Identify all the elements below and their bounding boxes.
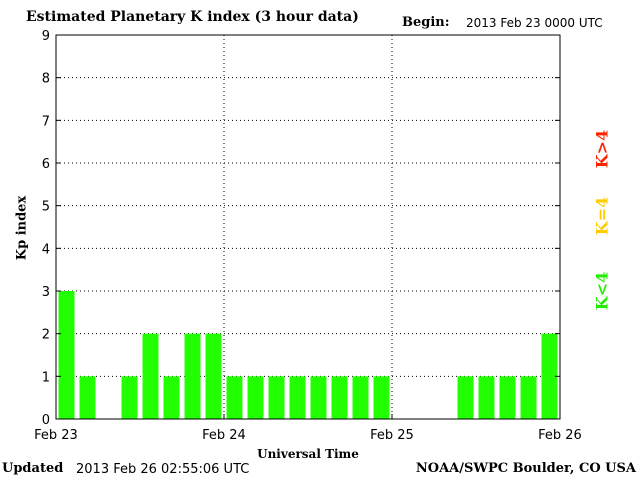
x-axis-label: Universal Time xyxy=(257,447,359,461)
kp-bar xyxy=(121,376,138,419)
legend-k-less-4: K<4 xyxy=(592,271,612,311)
x-tick-label: Feb 25 xyxy=(370,428,414,443)
y-tick-label: 3 xyxy=(42,285,50,300)
chart-title: Estimated Planetary K index (3 hour data… xyxy=(26,9,359,25)
kp-bar xyxy=(373,376,390,419)
kp-bar xyxy=(142,333,159,419)
kp-bar xyxy=(499,376,516,419)
kp-bar xyxy=(268,376,285,419)
y-tick-label: 7 xyxy=(42,114,50,129)
kp-bar xyxy=(58,291,75,419)
y-tick-label: 4 xyxy=(42,242,50,257)
x-tick-label: Feb 23 xyxy=(34,428,78,443)
kp-bars xyxy=(58,291,558,419)
plot-frame xyxy=(55,34,561,420)
kp-bar xyxy=(520,376,537,419)
y-tick-label: 8 xyxy=(42,72,50,87)
y-tick-label: 2 xyxy=(42,328,50,343)
y-tick-label: 1 xyxy=(42,370,50,385)
x-tick-label: Feb 24 xyxy=(202,428,246,443)
legend-k-equal-4: K=4 xyxy=(592,196,612,236)
kp-bar xyxy=(310,376,327,419)
begin-value: 2013 Feb 23 0000 UTC xyxy=(466,16,603,30)
kp-bar xyxy=(247,376,264,419)
kp-bar xyxy=(226,376,243,419)
axis-ticks: 0 1 2 3 4 5 6 7 8 9 Feb 23 Feb 24 Feb 25 Feb 26 xyxy=(34,29,582,443)
kp-bar xyxy=(184,333,201,419)
kp-bar xyxy=(478,376,495,419)
grid-lines xyxy=(56,35,560,419)
legend-k-greater-4: K>4 xyxy=(592,129,612,169)
y-tick-label: 9 xyxy=(42,29,50,44)
kp-bar xyxy=(541,333,558,419)
updated-value: 2013 Feb 26 02:55:06 UTC xyxy=(76,462,250,477)
kp-bar xyxy=(352,376,369,419)
credit-text: NOAA/SWPC Boulder, CO USA xyxy=(415,461,636,476)
kp-bar xyxy=(457,376,474,419)
kp-bar xyxy=(205,333,222,419)
y-tick-label: 5 xyxy=(42,200,50,215)
begin-label: Begin: xyxy=(402,15,450,30)
kp-bar xyxy=(79,376,96,419)
kp-bar xyxy=(331,376,348,419)
kp-bar xyxy=(289,376,306,419)
y-tick-label: 0 xyxy=(42,413,50,428)
y-tick-label: 6 xyxy=(42,157,50,172)
updated-label: Updated xyxy=(2,461,64,476)
x-tick-label: Feb 26 xyxy=(538,428,582,443)
kp-bar xyxy=(163,376,180,419)
